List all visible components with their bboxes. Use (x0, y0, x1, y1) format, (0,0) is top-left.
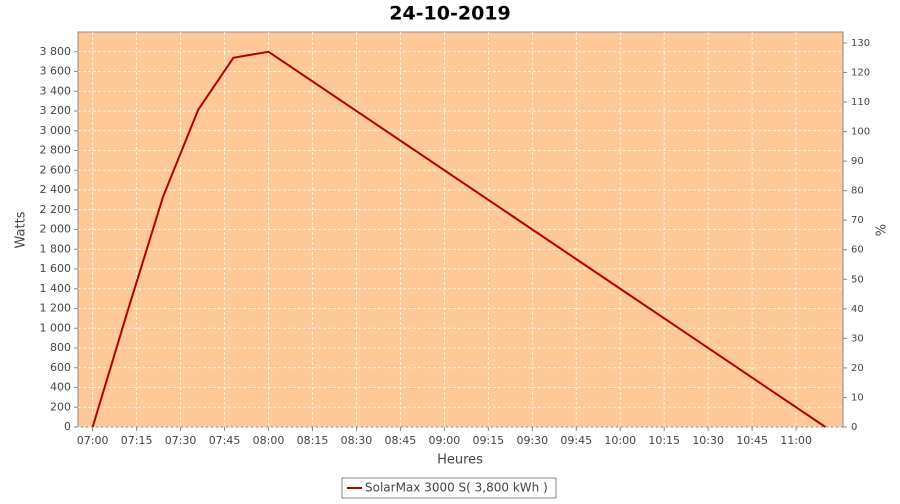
y-tick-label: 1 400 (40, 282, 72, 295)
x-tick-label: 08:45 (385, 434, 417, 447)
y2-axis-label: % (875, 224, 890, 236)
y2-tick-label: 110 (851, 97, 870, 108)
y-tick-label: 1 800 (40, 242, 72, 255)
legend-box (341, 477, 557, 499)
y-tick-label: 800 (50, 341, 71, 354)
x-tick-label: 09:45 (560, 434, 592, 447)
x-tick-label: 09:00 (429, 434, 461, 447)
x-tick-label: 07:15 (121, 434, 153, 447)
chart-title: 24-10-2019 (389, 3, 511, 25)
y-tick-label: 600 (50, 361, 71, 374)
y-tick-label: 0 (64, 420, 71, 433)
y-tick-label: 400 (50, 381, 71, 394)
y2-tick-label: 20 (851, 363, 864, 374)
x-tick-label: 09:15 (472, 434, 504, 447)
y-tick-label: 2 600 (40, 163, 72, 176)
y2-tick-label: 80 (851, 186, 864, 197)
y-tick-label: 1 000 (40, 321, 72, 334)
y2-tick-label: 120 (851, 67, 870, 78)
y2-tick-label: 100 (851, 127, 870, 138)
y2-tick-label: 60 (851, 245, 864, 256)
x-tick-label: 10:45 (736, 434, 768, 447)
y-tick-label: 1 200 (40, 302, 72, 315)
y-tick-label: 2 800 (40, 144, 72, 157)
x-tick-label: 10:15 (648, 434, 680, 447)
x-tick-label: 11:00 (780, 434, 812, 447)
y2-tick-label: 40 (851, 304, 864, 315)
x-tick-label: 08:15 (297, 434, 329, 447)
y-axis-label: Watts (14, 211, 29, 248)
x-tick-label: 10:00 (604, 434, 636, 447)
x-axis-label: Heures (437, 453, 483, 468)
y-tick-label: 2 400 (40, 183, 72, 196)
y-tick-label: 2 200 (40, 203, 72, 216)
y2-tick-label: 130 (851, 38, 870, 49)
x-tick-label: 08:00 (253, 434, 285, 447)
y-tick-label: 3 000 (40, 124, 72, 137)
y-tick-label: 2 000 (40, 223, 72, 236)
legend-label: SolarMax 3000 S( 3,800 kWh ) (365, 481, 548, 495)
x-tick-label: 09:30 (516, 434, 548, 447)
legend (341, 477, 557, 499)
y-tick-label: 3 400 (40, 84, 72, 97)
y2-tick-label: 70 (851, 215, 864, 226)
y-tick-label: 1 600 (40, 262, 72, 275)
y-tick-label: 3 200 (40, 104, 72, 117)
y2-tick-label: 30 (851, 333, 864, 344)
x-tick-label: 08:30 (341, 434, 373, 447)
y2-tick-label: 0 (851, 422, 857, 433)
y2-tick-label: 90 (851, 156, 864, 167)
x-tick-label: 07:30 (165, 434, 197, 447)
data-line (91, 50, 826, 428)
y2-tick-label: 50 (851, 274, 864, 285)
y-tick-label: 3 800 (40, 45, 72, 58)
y-tick-label: 200 (50, 400, 71, 413)
x-tick-label: 10:30 (692, 434, 724, 447)
y2-tick-label: 10 (851, 392, 864, 403)
y-tick-label: 3 600 (40, 65, 72, 78)
x-tick-label: 07:45 (209, 434, 241, 447)
x-tick-label: 07:00 (77, 434, 109, 447)
